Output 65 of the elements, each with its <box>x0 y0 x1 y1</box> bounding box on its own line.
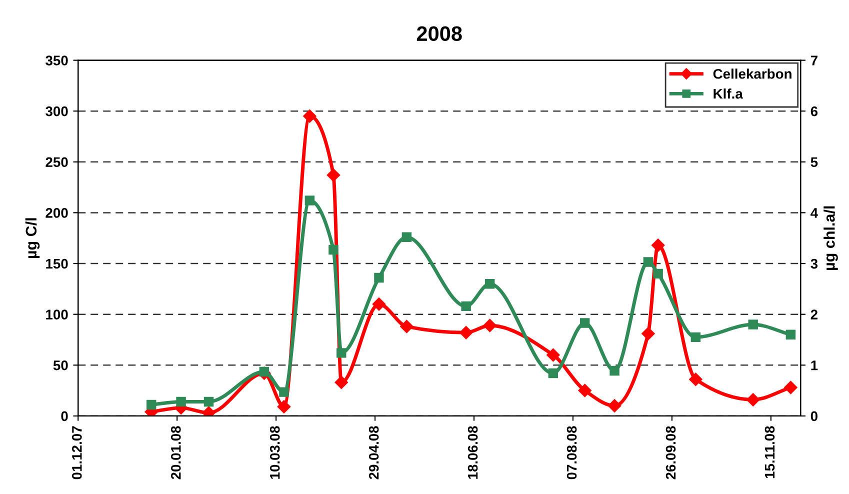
point <box>279 387 289 397</box>
point <box>546 348 560 362</box>
point <box>748 320 758 330</box>
point <box>642 327 655 340</box>
y2-tick-label: 3 <box>810 258 818 269</box>
point <box>204 396 214 407</box>
x-tick-label: 18.06.08 <box>468 426 478 479</box>
point <box>328 244 338 255</box>
point <box>459 326 473 340</box>
point <box>304 196 315 206</box>
legend-label: Cellekarbon <box>713 68 792 79</box>
y2-tick-label: 7 <box>810 56 818 66</box>
legend-label: Klf.a <box>714 88 743 99</box>
point <box>689 372 702 386</box>
x-tick-label: 10.03.08 <box>270 426 280 479</box>
point <box>146 400 156 410</box>
x-tick-label: 29.04.08 <box>368 426 379 480</box>
point <box>652 238 665 252</box>
chart-title: 2008 <box>416 26 462 42</box>
point <box>580 318 590 328</box>
point <box>483 318 496 332</box>
y2-tick-label: 4 <box>810 208 818 218</box>
x-tick-label: 15.11.08 <box>764 426 775 478</box>
y-tick-label: 100 <box>46 310 68 320</box>
point <box>277 400 291 414</box>
x-tick-label: 20.01.08 <box>170 426 181 480</box>
point <box>784 380 798 394</box>
y-tick-label: 300 <box>46 106 68 116</box>
point <box>259 366 270 377</box>
point <box>786 330 796 340</box>
point <box>746 393 760 406</box>
y-tick-label: 150 <box>46 258 68 269</box>
point <box>374 272 384 283</box>
point <box>653 268 663 279</box>
point <box>334 376 348 389</box>
y2-tick-label: 6 <box>810 106 818 116</box>
point <box>336 348 346 358</box>
point <box>578 384 592 398</box>
y2-tick-label: 2 <box>810 310 818 320</box>
x-tick-label: 01.12.07 <box>72 426 82 480</box>
y2-tick-label: 1 <box>811 360 818 370</box>
y-tick-label: 50 <box>53 360 68 370</box>
point <box>303 110 316 123</box>
point <box>400 320 414 334</box>
point <box>548 368 558 378</box>
point <box>176 396 186 407</box>
y-tick-label: 0 <box>61 411 68 422</box>
y-axis-title: µg C/l <box>25 218 40 258</box>
x-tick-label: 26.09.08 <box>666 426 676 480</box>
x-tick-label: 07.08.08 <box>566 426 577 480</box>
point <box>326 168 340 182</box>
y-tick-label: 350 <box>46 56 68 66</box>
point <box>461 301 471 312</box>
point <box>690 332 701 342</box>
y2-axis-title: µg chl.a/l <box>824 206 838 270</box>
y-tick-label: 250 <box>46 157 68 168</box>
y-tick-label: 200 <box>46 208 68 218</box>
y2-tick-label: 0 <box>810 411 818 422</box>
point <box>402 232 412 242</box>
point <box>372 298 386 311</box>
point <box>484 278 495 289</box>
point <box>610 366 620 376</box>
point <box>608 399 622 412</box>
y2-tick-label: 5 <box>810 157 818 168</box>
point <box>643 257 654 267</box>
